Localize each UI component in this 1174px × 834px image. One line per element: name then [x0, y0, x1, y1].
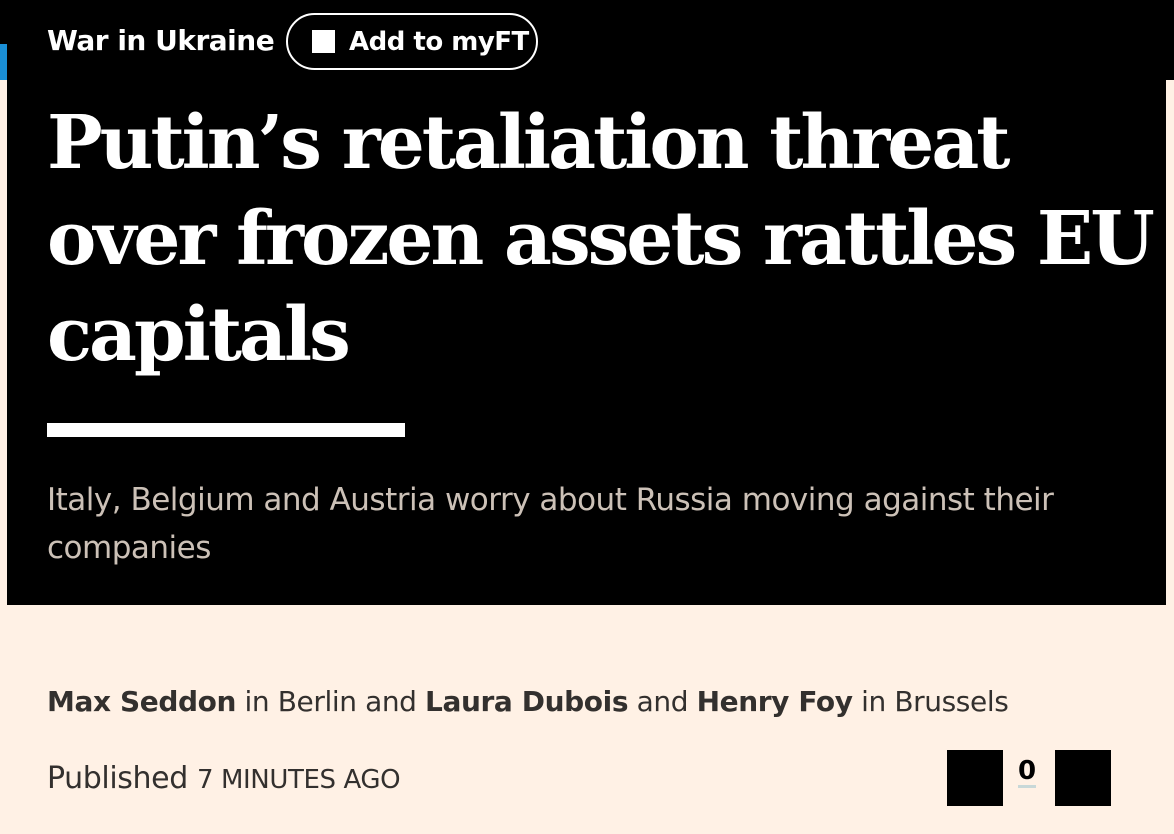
comment-count[interactable]: 0 — [1018, 756, 1037, 788]
author-link[interactable]: Max Seddon — [47, 685, 236, 718]
headline: Putin’s retaliation threat over frozen a… — [47, 100, 1155, 378]
plus-square-icon — [312, 30, 335, 53]
author-link[interactable]: Laura Dubois — [425, 685, 629, 718]
author-link[interactable]: Henry Foy — [696, 685, 853, 718]
edge-accent — [0, 44, 7, 80]
topic-link[interactable]: War in Ukraine — [47, 24, 275, 57]
hero-panel — [7, 80, 1166, 605]
byline-location: in Berlin and — [235, 685, 426, 718]
share-icon[interactable] — [947, 750, 1003, 806]
published-label: Published — [47, 761, 188, 796]
add-to-myft-label: Add to myFT — [349, 26, 529, 57]
header-band — [0, 0, 1174, 80]
byline-separator: and — [628, 685, 697, 718]
add-to-myft-button[interactable]: Add to myFT — [286, 13, 538, 70]
byline-location: in Brussels — [852, 685, 1009, 718]
published-date: Published 7 minutes ago — [47, 761, 401, 796]
published-time: 7 minutes ago — [196, 765, 401, 795]
headline-divider — [47, 423, 405, 437]
save-icon[interactable] — [1055, 750, 1111, 806]
standfirst: Italy, Belgium and Austria worry about R… — [47, 482, 1054, 566]
byline: Max Seddon in Berlin and Laura Dubois an… — [47, 685, 1009, 718]
